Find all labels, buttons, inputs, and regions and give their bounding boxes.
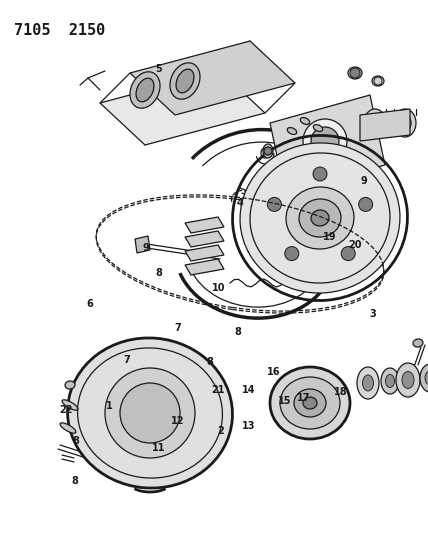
Ellipse shape xyxy=(303,397,317,409)
Circle shape xyxy=(285,247,299,261)
Ellipse shape xyxy=(425,371,428,385)
Ellipse shape xyxy=(170,63,200,99)
Ellipse shape xyxy=(62,400,78,410)
Ellipse shape xyxy=(286,187,354,249)
Ellipse shape xyxy=(396,363,420,397)
Ellipse shape xyxy=(381,368,399,394)
Text: 6: 6 xyxy=(86,299,93,309)
Circle shape xyxy=(359,197,373,212)
Text: 7105  2150: 7105 2150 xyxy=(14,23,105,38)
Text: 1: 1 xyxy=(106,401,113,411)
Circle shape xyxy=(341,247,355,261)
Text: 17: 17 xyxy=(297,393,311,403)
Text: 8: 8 xyxy=(206,358,213,367)
Text: 15: 15 xyxy=(278,396,291,406)
Text: 2: 2 xyxy=(217,426,224,435)
Ellipse shape xyxy=(300,118,310,124)
Text: 9: 9 xyxy=(142,243,149,253)
Ellipse shape xyxy=(294,389,326,417)
Circle shape xyxy=(311,127,339,155)
Ellipse shape xyxy=(369,115,381,131)
Ellipse shape xyxy=(303,167,313,174)
Circle shape xyxy=(313,167,327,181)
Text: 11: 11 xyxy=(152,443,165,453)
Ellipse shape xyxy=(68,338,232,488)
Ellipse shape xyxy=(357,367,379,399)
Polygon shape xyxy=(135,236,150,253)
Ellipse shape xyxy=(348,67,362,79)
Ellipse shape xyxy=(280,377,340,429)
Text: 14: 14 xyxy=(241,385,255,395)
Ellipse shape xyxy=(413,339,423,347)
Text: 7: 7 xyxy=(123,355,130,365)
Text: 21: 21 xyxy=(211,385,225,395)
Ellipse shape xyxy=(386,375,395,387)
Ellipse shape xyxy=(364,109,386,137)
Ellipse shape xyxy=(287,127,297,134)
Ellipse shape xyxy=(130,72,160,108)
Polygon shape xyxy=(360,109,410,141)
Text: 8: 8 xyxy=(73,436,80,446)
Ellipse shape xyxy=(311,210,329,226)
Polygon shape xyxy=(185,259,224,275)
Text: 5: 5 xyxy=(155,64,162,74)
Circle shape xyxy=(105,368,195,458)
Ellipse shape xyxy=(65,381,75,389)
Polygon shape xyxy=(185,231,224,247)
Text: 20: 20 xyxy=(348,240,362,250)
Circle shape xyxy=(268,197,281,212)
Text: 18: 18 xyxy=(333,387,347,397)
Polygon shape xyxy=(130,41,295,115)
Polygon shape xyxy=(100,71,265,145)
Ellipse shape xyxy=(240,143,400,293)
Polygon shape xyxy=(185,245,224,261)
Ellipse shape xyxy=(316,163,326,169)
Text: 19: 19 xyxy=(323,232,336,242)
Ellipse shape xyxy=(399,115,411,131)
Text: 12: 12 xyxy=(171,416,184,426)
Text: 4: 4 xyxy=(236,198,243,207)
Text: 7: 7 xyxy=(174,323,181,333)
Ellipse shape xyxy=(136,78,154,102)
Ellipse shape xyxy=(263,144,273,158)
Text: 8: 8 xyxy=(155,269,162,278)
Text: 8: 8 xyxy=(71,476,78,486)
Ellipse shape xyxy=(60,423,76,433)
Text: 13: 13 xyxy=(241,422,255,431)
Text: 10: 10 xyxy=(211,283,225,293)
Ellipse shape xyxy=(420,364,428,392)
Circle shape xyxy=(303,119,347,163)
Text: 9: 9 xyxy=(360,176,367,186)
Ellipse shape xyxy=(394,109,416,137)
Ellipse shape xyxy=(372,76,384,86)
Text: 22: 22 xyxy=(59,406,73,415)
Circle shape xyxy=(120,383,180,443)
Text: 16: 16 xyxy=(267,367,281,376)
Text: 3: 3 xyxy=(369,310,376,319)
Ellipse shape xyxy=(290,159,300,166)
Ellipse shape xyxy=(270,367,350,439)
Text: 8: 8 xyxy=(234,327,241,336)
Ellipse shape xyxy=(313,125,323,132)
Circle shape xyxy=(264,147,272,155)
Polygon shape xyxy=(185,217,224,233)
Polygon shape xyxy=(270,95,385,193)
Ellipse shape xyxy=(402,372,414,389)
Ellipse shape xyxy=(299,199,341,237)
Circle shape xyxy=(350,68,360,78)
Ellipse shape xyxy=(176,69,194,93)
Ellipse shape xyxy=(363,375,374,391)
